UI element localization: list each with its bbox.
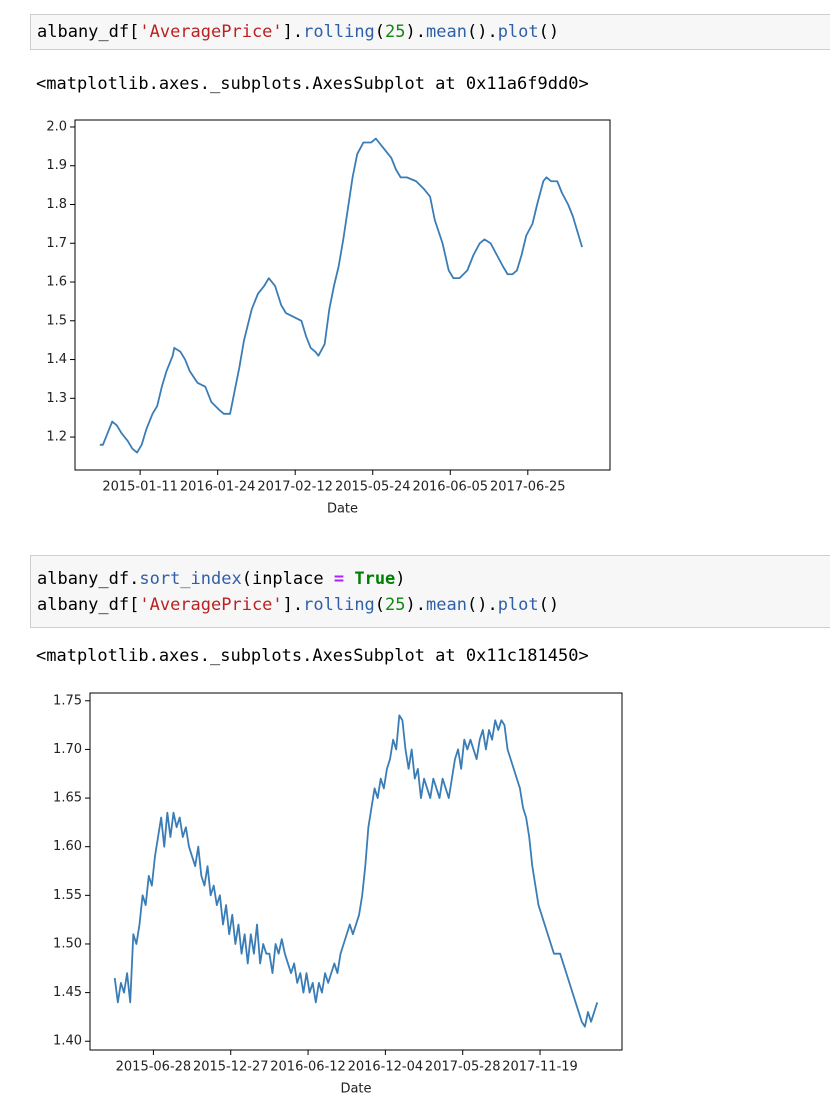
y-tick-label: 1.55 bbox=[53, 888, 82, 903]
code-token: ) bbox=[395, 569, 406, 589]
y-tick-label: 1.60 bbox=[53, 839, 82, 854]
code-token bbox=[344, 569, 354, 589]
x-axis-label: Date bbox=[327, 502, 358, 517]
code-token: albany_df[ bbox=[37, 22, 140, 42]
code-token: mean bbox=[426, 22, 467, 42]
plot-frame bbox=[74, 119, 611, 471]
x-axis-label: Date bbox=[340, 1082, 371, 1097]
code-token: (). bbox=[466, 22, 498, 42]
y-tick-label: 1.75 bbox=[53, 693, 82, 708]
y-tick-label: 1.7 bbox=[46, 236, 67, 251]
y-tick-label: 1.45 bbox=[53, 985, 82, 1000]
code-token: albany_df. bbox=[37, 569, 140, 589]
y-tick-label: 1.40 bbox=[53, 1034, 82, 1049]
code-token: albany_df[ bbox=[37, 595, 140, 615]
y-tick-label: 1.3 bbox=[46, 391, 67, 406]
y-tick-label: 1.65 bbox=[53, 791, 82, 806]
y-tick-label: 1.4 bbox=[46, 352, 67, 367]
code-token: ). bbox=[405, 595, 427, 615]
y-tick-label: 1.2 bbox=[46, 430, 67, 445]
code-token: True bbox=[354, 569, 396, 589]
x-tick-label: 2016-01-24 bbox=[180, 480, 256, 495]
code-token: 'AveragePrice' bbox=[139, 595, 283, 615]
data-line bbox=[99, 137, 583, 454]
y-tick-label: 1.5 bbox=[46, 313, 67, 328]
code-cell[interactable]: albany_df['AveragePrice'].rolling(25).me… bbox=[30, 14, 830, 50]
code-cell[interactable]: albany_df.sort_index(inplace = True) alb… bbox=[30, 555, 830, 628]
x-tick-label: 2016-06-05 bbox=[412, 480, 488, 495]
x-tick-label: 2015-12-27 bbox=[193, 1060, 269, 1075]
code-token: ]. bbox=[282, 22, 304, 42]
x-tick-label: 2015-05-24 bbox=[335, 480, 411, 495]
y-tick-label: 2.0 bbox=[46, 119, 67, 134]
x-tick-label: 2017-11-19 bbox=[502, 1060, 578, 1075]
code-token: (). bbox=[466, 595, 498, 615]
code-token: rolling bbox=[303, 595, 375, 615]
code-line: albany_df.sort_index(inplace = True) bbox=[31, 566, 830, 592]
y-tick-label: 1.6 bbox=[46, 275, 67, 290]
y-tick-label: 1.8 bbox=[46, 197, 67, 212]
code-line: albany_df['AveragePrice'].rolling(25).me… bbox=[31, 19, 830, 45]
plot-frame bbox=[89, 692, 623, 1051]
y-tick-label: 1.50 bbox=[53, 936, 82, 951]
y-tick-label: 1.70 bbox=[53, 742, 82, 757]
code-token: = bbox=[333, 569, 345, 589]
cell-output: <matplotlib.axes._subplots.AxesSubplot a… bbox=[36, 74, 589, 94]
code-token: rolling bbox=[303, 22, 375, 42]
x-tick-label: 2016-06-12 bbox=[270, 1060, 346, 1075]
x-tick-label: 2017-02-12 bbox=[257, 480, 333, 495]
code-token: plot bbox=[497, 22, 539, 42]
code-token: ]. bbox=[282, 595, 304, 615]
x-tick-label: 2015-06-28 bbox=[116, 1060, 192, 1075]
code-token: 25 bbox=[385, 595, 406, 615]
data-line bbox=[113, 714, 599, 1028]
x-tick-label: 2017-05-28 bbox=[425, 1060, 501, 1075]
code-token: (inplace bbox=[241, 569, 334, 589]
code-token: 'AveragePrice' bbox=[139, 22, 283, 42]
code-token: plot bbox=[497, 595, 539, 615]
y-tick-label: 1.9 bbox=[46, 158, 67, 173]
code-token: ). bbox=[405, 22, 427, 42]
code-token: mean bbox=[426, 595, 467, 615]
code-token: ( bbox=[374, 22, 386, 42]
x-tick-label: 2016-12-04 bbox=[348, 1060, 424, 1075]
cell-output: <matplotlib.axes._subplots.AxesSubplot a… bbox=[36, 646, 589, 666]
code-token: sort_index bbox=[139, 569, 242, 589]
code-line: albany_df['AveragePrice'].rolling(25).me… bbox=[31, 592, 830, 618]
code-token: () bbox=[538, 595, 560, 615]
x-tick-label: 2017-06-25 bbox=[490, 480, 566, 495]
code-token: ( bbox=[374, 595, 386, 615]
code-token: () bbox=[538, 22, 560, 42]
x-tick-label: 2015-01-11 bbox=[102, 480, 178, 495]
code-token: 25 bbox=[385, 22, 406, 42]
